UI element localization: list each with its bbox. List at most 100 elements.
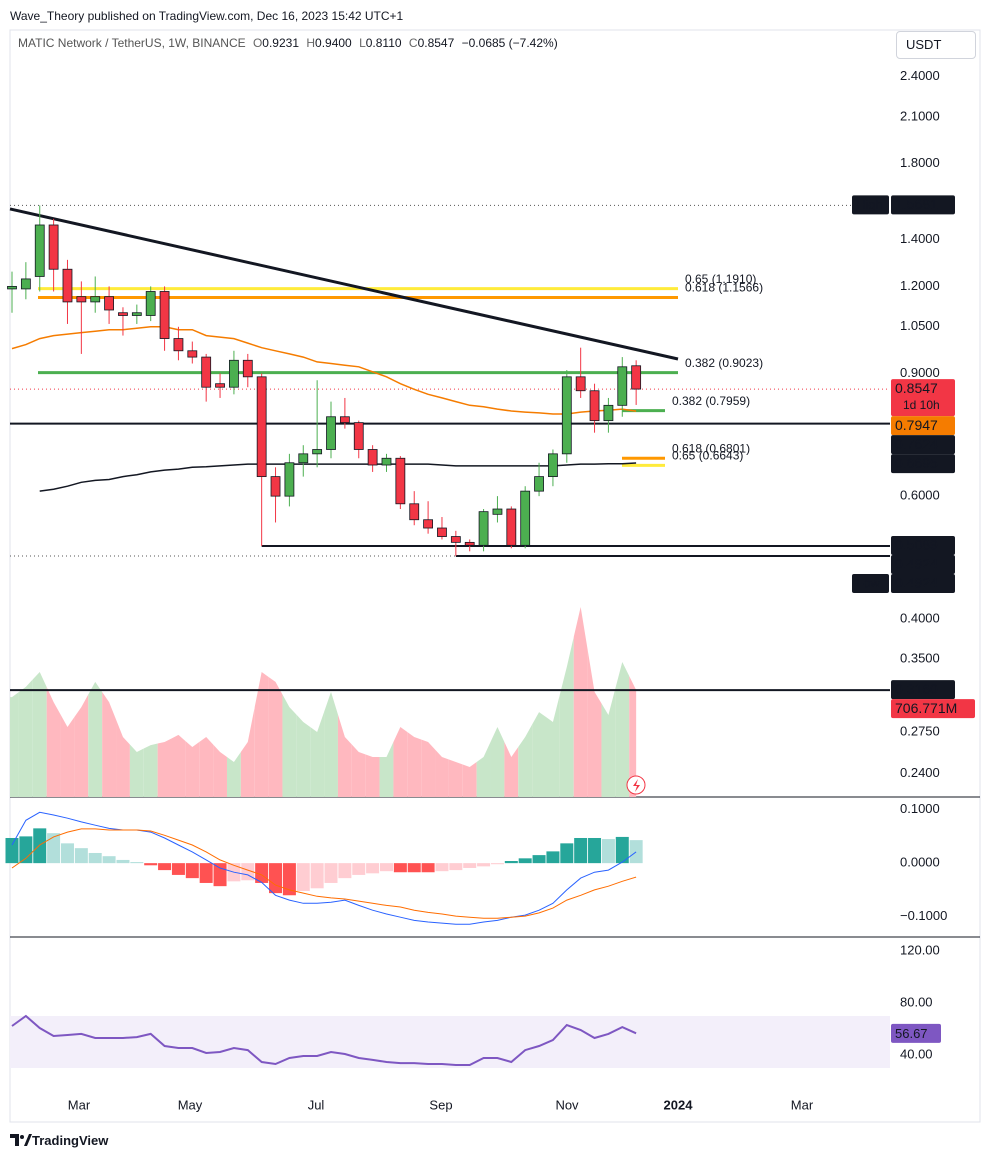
candle-body: [159, 291, 170, 339]
y-tick-label: 0.2750: [900, 724, 940, 739]
brand-logo-shape: [10, 1134, 32, 1146]
macd-histogram-bar: [130, 862, 144, 864]
macd-histogram-bar: [546, 851, 560, 864]
price-tag-label: 706.771M: [895, 700, 957, 716]
volume-area: [435, 749, 449, 797]
volume-area: [448, 759, 463, 797]
price-tag-countdown: 1d 10h: [903, 398, 940, 412]
ohlc-value: 0.8547: [417, 36, 455, 50]
price-tag: [891, 573, 955, 593]
candle-body: [20, 278, 31, 290]
macd-histogram-bar: [629, 840, 643, 864]
macd-line: [11, 811, 637, 925]
volume-area: [324, 691, 338, 797]
candle-body: [423, 519, 434, 529]
currency-button[interactable]: USDT: [896, 31, 976, 59]
volume-area: [559, 636, 574, 797]
trendline: [9, 207, 679, 361]
candle-body: [589, 390, 600, 422]
volume-area: [185, 740, 200, 797]
candle-body: [34, 224, 45, 277]
price-tag: [891, 195, 955, 215]
volume-area: [129, 744, 144, 797]
macd-histogram-bar: [213, 863, 227, 887]
volume-area: [74, 694, 89, 797]
candle-body: [312, 449, 323, 455]
price-tag-label: 0.4924: [895, 556, 938, 572]
candle-body: [62, 268, 73, 303]
candle-body: [367, 449, 378, 466]
candle-body: [437, 527, 447, 537]
volume-area: [615, 661, 630, 797]
price-tag-label: 1.5681: [895, 196, 938, 212]
volume-area: [587, 649, 602, 797]
candle-body: [561, 376, 572, 455]
candle-body: [464, 541, 475, 546]
y-tick-label: 1.8000: [900, 155, 940, 170]
y-tick-label: 0.9000: [900, 365, 940, 380]
ohlc-key: O: [252, 36, 263, 50]
rsi-tag: [891, 1023, 941, 1043]
fib-label: 0.65 (1.1910): [685, 272, 756, 286]
macd-histogram-bar: [393, 863, 407, 873]
candle-body: [478, 511, 489, 546]
moving-average: [11, 326, 637, 415]
macd-histogram-bar: [19, 836, 33, 864]
rsi-band: [10, 1016, 890, 1068]
price-tag: [891, 379, 955, 417]
volume-area: [18, 679, 33, 797]
macd-histogram-bar: [116, 859, 130, 864]
price-tag-name: High: [856, 197, 883, 212]
publisher: Wave_Theory published on TradingView.com…: [10, 9, 404, 23]
candle-body: [7, 285, 17, 290]
macd-histogram-bar: [588, 837, 602, 864]
volume-area: [46, 687, 61, 797]
brand: TradingView: [32, 1133, 109, 1148]
fib-label: 0.382 (0.7959): [672, 394, 750, 408]
volume-area: [629, 675, 637, 797]
candle-body: [270, 476, 281, 497]
candle-body: [339, 416, 350, 424]
volume-area: [476, 742, 491, 797]
y-tick-label: −0.1000: [900, 908, 947, 923]
macd-histogram-bar: [504, 861, 518, 864]
y-tick-label: 1.2000: [900, 278, 940, 293]
ohlc-key: C: [408, 36, 418, 50]
x-tick-label: 2024: [664, 1097, 694, 1112]
price-tag-name-box: [852, 195, 889, 215]
y-tick-label: 120.00: [900, 942, 940, 957]
x-tick-label: Mar: [68, 1097, 91, 1112]
volume-area: [601, 688, 616, 797]
macd-histogram-bar: [407, 863, 421, 873]
candle-body: [631, 365, 642, 390]
x-tick-label: Sep: [429, 1097, 452, 1112]
volume-area: [545, 694, 560, 797]
candle-body: [298, 453, 309, 464]
macd-histogram-bar: [532, 855, 546, 864]
candle-body: [201, 356, 212, 388]
candle-body: [284, 462, 295, 497]
volume-area: [254, 671, 269, 797]
volume-area: [393, 727, 408, 797]
fib-label: 0.382 (0.9023): [685, 356, 763, 370]
volume-layer: [10, 606, 637, 797]
candle-body: [215, 383, 225, 388]
ohlc-key: L: [359, 36, 366, 50]
macd-histogram-bar: [366, 863, 380, 874]
candle-body: [173, 338, 184, 352]
macd-histogram-bar: [490, 863, 504, 865]
volume-area: [421, 739, 436, 797]
macd-histogram-bar: [379, 863, 393, 872]
macd-histogram-bar: [518, 858, 532, 864]
candle-body: [242, 359, 253, 378]
macd-histogram-bar: [601, 839, 615, 864]
volume-area: [365, 754, 380, 797]
price-tag: [891, 554, 955, 574]
rsi-line: [11, 1014, 637, 1066]
candle-body: [229, 359, 239, 388]
fib-label: 0.618 (0.6801): [672, 441, 750, 455]
candle-body: [575, 376, 586, 392]
volume-area: [504, 742, 519, 797]
fib-label: 0.618 (1.1566): [685, 281, 763, 295]
volume-area: [171, 734, 186, 797]
